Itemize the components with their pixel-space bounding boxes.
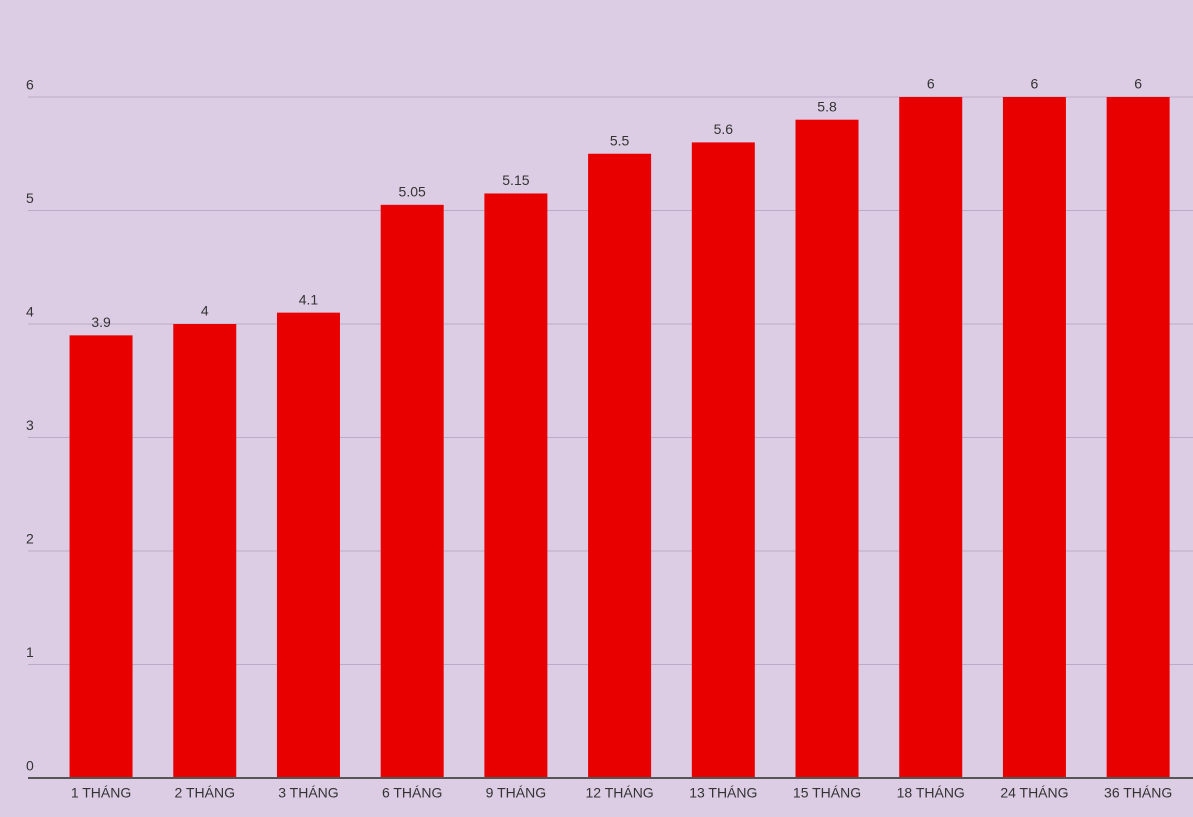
bar <box>1002 97 1066 778</box>
y-tick-label: 3 <box>26 417 34 433</box>
x-tick-label: 9 THÁNG <box>486 785 546 801</box>
bar <box>484 193 548 779</box>
data-label: 5.15 <box>502 172 529 188</box>
bar <box>795 119 859 778</box>
data-label: 6 <box>1134 76 1142 92</box>
y-tick-label: 2 <box>26 531 34 547</box>
y-tick-label: 4 <box>26 304 34 320</box>
data-label: 6 <box>927 76 935 92</box>
data-label: 4 <box>201 303 209 319</box>
data-label: 5.05 <box>399 184 426 200</box>
bar <box>380 204 444 778</box>
x-tick-label: 18 THÁNG <box>897 785 965 801</box>
y-tick-label: 6 <box>26 77 34 93</box>
y-tick-label: 0 <box>26 758 34 774</box>
bar <box>1106 97 1170 778</box>
x-tick-label: 24 THÁNG <box>1000 785 1068 801</box>
x-tick-label: 15 THÁNG <box>793 785 861 801</box>
bar <box>588 153 652 778</box>
x-tick-label: 2 THÁNG <box>175 785 235 801</box>
bar <box>173 324 237 778</box>
x-tick-label: 3 THÁNG <box>278 785 338 801</box>
data-label: 4.1 <box>299 291 319 307</box>
y-tick-label: 1 <box>26 644 34 660</box>
x-tick-label: 12 THÁNG <box>585 785 653 801</box>
data-label: 5.8 <box>817 98 837 114</box>
data-label: 6 <box>1031 76 1039 92</box>
y-tick-label: 5 <box>26 190 34 206</box>
x-tick-label: 13 THÁNG <box>689 785 757 801</box>
x-tick-label: 36 THÁNG <box>1104 785 1172 801</box>
bar <box>69 335 133 778</box>
bar <box>899 97 963 778</box>
data-label: 3.9 <box>91 314 111 330</box>
data-label: 5.5 <box>610 132 630 148</box>
x-tick-label: 1 THÁNG <box>71 785 131 801</box>
x-tick-label: 6 THÁNG <box>382 785 442 801</box>
bar <box>276 312 340 778</box>
data-label: 5.6 <box>714 121 734 137</box>
bar <box>691 142 755 778</box>
